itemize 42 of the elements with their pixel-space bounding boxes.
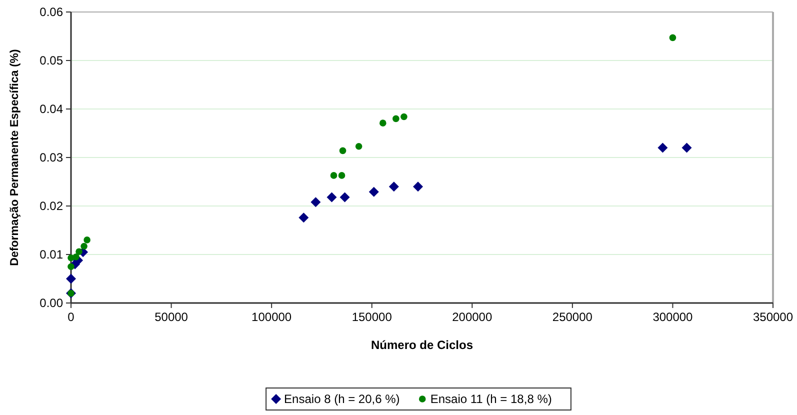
- x-tick-label: 250000: [552, 310, 593, 324]
- y-axis-title: Deformação Permanente Específica (%): [9, 49, 21, 266]
- point: [658, 142, 668, 153]
- y-tick-label: 0.05: [40, 54, 64, 68]
- point: [310, 197, 321, 208]
- point: [76, 248, 82, 255]
- point: [68, 263, 74, 270]
- y-tick-label: 0.02: [40, 199, 64, 213]
- point: [66, 274, 76, 284]
- x-axis-title: Número de Ciclos: [370, 338, 474, 352]
- point: [339, 147, 346, 154]
- point: [330, 172, 338, 179]
- point: [400, 113, 408, 120]
- y-tick-label: 0.06: [40, 5, 64, 19]
- point: [412, 182, 423, 192]
- point: [338, 172, 346, 179]
- point: [388, 182, 399, 192]
- point: [669, 34, 676, 42]
- y-tick-label: 0.04: [40, 102, 64, 116]
- point: [84, 236, 90, 244]
- point: [682, 142, 692, 153]
- point: [379, 120, 386, 126]
- x-tick-label: 0: [68, 310, 75, 324]
- x-tick-label: 200000: [452, 310, 492, 324]
- x-tick-label: 50000: [154, 310, 188, 324]
- point: [392, 115, 400, 122]
- y-tick-label: 0.03: [40, 150, 64, 164]
- point: [80, 242, 88, 250]
- x-tick-label: 150000: [352, 310, 392, 324]
- point: [72, 254, 80, 260]
- point: [355, 142, 362, 150]
- x-tick-label: 350000: [752, 310, 794, 324]
- point: [326, 192, 337, 202]
- point: [368, 186, 379, 197]
- x-tick-label: 100000: [252, 310, 292, 324]
- legend-label: Ensaio 8 (h = 20,6 %): [284, 392, 400, 406]
- legend-label: Ensaio 11 (h = 18,8 %): [430, 392, 552, 406]
- point: [340, 192, 350, 202]
- x-tick-label: 300000: [652, 310, 694, 324]
- y-tick-label: 0.01: [40, 248, 64, 262]
- point: [298, 212, 309, 223]
- y-tick-label: 0.00: [40, 296, 64, 310]
